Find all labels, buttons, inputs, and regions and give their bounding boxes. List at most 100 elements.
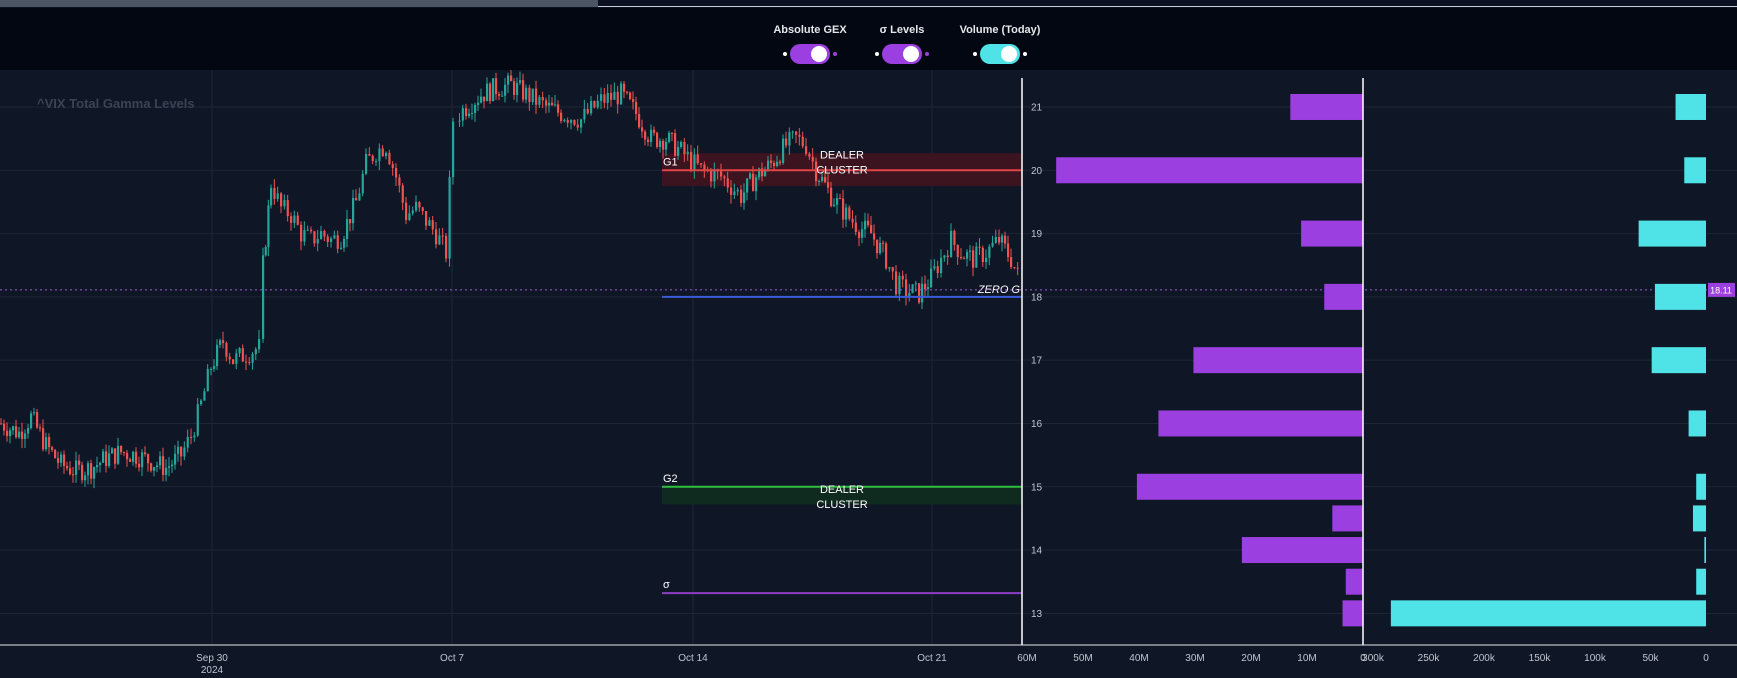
toggle-knob-icon — [811, 46, 827, 62]
candle-body — [385, 152, 388, 157]
sigma-levels-toggle[interactable] — [875, 44, 929, 64]
candle-body — [105, 451, 108, 466]
candle-body — [435, 229, 438, 245]
candle-body — [320, 231, 323, 240]
candle-body — [452, 121, 455, 178]
candle-body — [280, 193, 283, 207]
candle-body — [117, 445, 120, 464]
candle-body — [879, 242, 882, 254]
candle-body — [461, 108, 464, 121]
candle-body — [603, 94, 606, 103]
candle-body — [888, 267, 891, 269]
candle-body — [468, 113, 471, 117]
candle-body — [313, 231, 316, 244]
candle-body — [882, 242, 885, 244]
candle-body — [632, 99, 635, 102]
candle-body — [42, 428, 45, 450]
candle-body — [203, 391, 206, 401]
candle-body — [845, 207, 848, 220]
candle-body — [972, 250, 975, 268]
volume-bar — [1696, 473, 1706, 500]
candle-body — [560, 112, 563, 122]
candle-body — [557, 104, 560, 113]
volume-bar — [1390, 600, 1706, 627]
gamma-levels-chart[interactable]: ^VIX Total Gamma Levels G1 DEALER CLUSTER Z… — [0, 70, 1737, 678]
candle-body — [465, 108, 468, 117]
candle-body — [162, 456, 165, 475]
candle-body — [898, 275, 901, 295]
candle-body — [216, 344, 219, 367]
price-candles — [0, 70, 1019, 489]
candle-body — [805, 146, 808, 154]
candle-body — [123, 452, 126, 454]
candle-body — [629, 92, 632, 100]
candle-body — [174, 453, 177, 465]
chart-watermark: ^VIX Total Gamma Levels — [37, 96, 195, 111]
candle-body — [905, 279, 908, 297]
candle-body — [730, 187, 733, 195]
candle-body — [84, 475, 87, 481]
candle-body — [365, 154, 368, 174]
candle-body — [656, 132, 659, 147]
candle-body — [57, 458, 60, 463]
candle-body — [267, 205, 270, 247]
candle-body — [24, 433, 27, 439]
candle-body — [238, 348, 241, 354]
candle-body — [545, 100, 548, 106]
candle-body — [788, 132, 791, 146]
candle-body — [854, 222, 857, 233]
candle-body — [471, 112, 474, 114]
y-tick-label: 20 — [1031, 166, 1043, 177]
candle-body — [554, 104, 557, 106]
gex-bar — [1158, 410, 1363, 437]
absolute-gex-toggle[interactable] — [783, 44, 837, 64]
candle-body — [885, 243, 888, 269]
candle-body — [483, 96, 486, 102]
volume-bar — [1704, 537, 1706, 564]
candle-body — [495, 78, 498, 95]
candle-body — [171, 464, 174, 467]
candle-body — [510, 75, 513, 82]
candle-body — [668, 132, 671, 142]
candle-body — [276, 193, 279, 199]
candle-body — [785, 138, 788, 146]
x-tick-label: Oct 14 — [678, 653, 708, 664]
candle-body — [994, 237, 997, 243]
candle-body — [177, 446, 180, 454]
candle-body — [183, 447, 186, 457]
candle-body — [644, 131, 647, 140]
candle-body — [120, 445, 123, 453]
candle-body — [677, 147, 680, 156]
volume-today-toggle[interactable] — [973, 44, 1027, 64]
candle-body — [144, 452, 147, 455]
candle-body — [950, 230, 953, 258]
candle-body — [138, 463, 141, 468]
candle-body — [293, 215, 296, 223]
candle-body — [683, 141, 686, 155]
candle-body — [78, 460, 81, 465]
candle-body — [867, 220, 870, 226]
candle-body — [930, 268, 933, 288]
candle-body — [411, 210, 414, 214]
candle-body — [448, 177, 451, 259]
candle-body — [596, 100, 599, 108]
candle-body — [156, 465, 159, 468]
candle-body — [219, 340, 222, 345]
gex-bar — [1056, 157, 1363, 184]
candle-body — [924, 283, 927, 290]
candle-body — [129, 459, 132, 462]
candle-body — [283, 200, 286, 207]
candle-body — [610, 92, 613, 100]
candle-body — [833, 204, 836, 207]
candle-body — [251, 354, 254, 363]
candle-body — [953, 230, 956, 245]
candle-body — [720, 171, 723, 177]
candle-body — [981, 247, 984, 263]
volume-bar — [1638, 220, 1706, 247]
volume-bar — [1688, 410, 1706, 437]
candle-body — [563, 120, 566, 122]
candle-body — [680, 141, 683, 148]
volume-bar — [1675, 93, 1706, 120]
candle-body — [108, 453, 111, 466]
candle-body — [168, 466, 171, 468]
